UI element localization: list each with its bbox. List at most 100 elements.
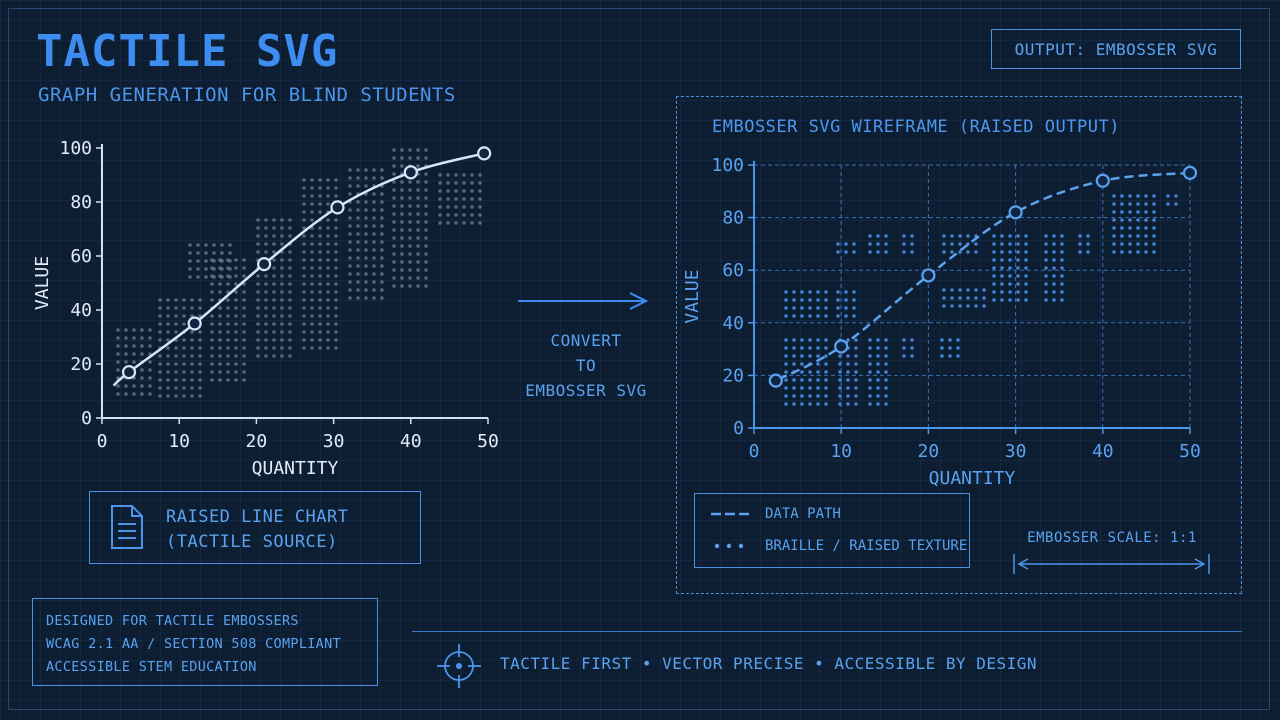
- texture-dot: [876, 338, 880, 342]
- texture-dot: [416, 252, 420, 256]
- texture-dot: [400, 156, 404, 160]
- texture-dot: [910, 338, 914, 342]
- texture-dot: [148, 328, 152, 332]
- texture-dot: [132, 336, 136, 340]
- texture-dot: [264, 226, 268, 230]
- texture-dot: [1052, 234, 1056, 238]
- texture-dot: [424, 180, 428, 184]
- texture-dot: [470, 205, 474, 209]
- texture-dot: [852, 306, 856, 310]
- texture-dot: [264, 274, 268, 278]
- texture-dot: [854, 338, 858, 342]
- data-point: [330, 200, 345, 215]
- texture-dot: [462, 213, 466, 217]
- texture-dot: [1000, 242, 1004, 246]
- texture-dot: [174, 370, 178, 374]
- texture-dot: [256, 290, 260, 294]
- texture-dot: [182, 298, 186, 302]
- texture-dot: [974, 288, 978, 292]
- texture-dot: [956, 338, 960, 342]
- texture-dot: [902, 346, 906, 350]
- texture-dot: [792, 314, 796, 318]
- texture-dot: [478, 221, 482, 225]
- texture-dot: [942, 234, 946, 238]
- texture-dot: [846, 362, 850, 366]
- texture-dot: [364, 168, 368, 172]
- texture-dot: [140, 336, 144, 340]
- texture-dot: [966, 304, 970, 308]
- texture-dot: [158, 354, 162, 358]
- texture-dot: [280, 354, 284, 358]
- x-tick-label: 50: [1179, 441, 1201, 462]
- texture-dot: [264, 298, 268, 302]
- texture-dot: [356, 176, 360, 180]
- texture-dot: [416, 260, 420, 264]
- texture-dot: [166, 386, 170, 390]
- texture-dot: [204, 243, 208, 247]
- texture-dot: [1000, 234, 1004, 238]
- data-point: [121, 365, 137, 380]
- texture-dot: [372, 256, 376, 260]
- texture-dot: [220, 259, 224, 263]
- footer-tagline: TACTILE FIRST • VECTOR PRECISE • ACCESSI…: [500, 654, 1038, 673]
- texture-dot: [132, 352, 136, 356]
- texture-dot: [310, 290, 314, 294]
- texture-dot: [974, 296, 978, 300]
- texture-dot: [876, 250, 880, 254]
- texture-dot: [158, 314, 162, 318]
- texture-dot: [302, 258, 306, 262]
- texture-dot: [310, 314, 314, 318]
- y-tick-label: 40: [722, 313, 744, 334]
- texture-dot: [210, 282, 214, 286]
- texture-dot: [1112, 218, 1116, 222]
- y-tick-label: 0: [81, 408, 92, 429]
- texture-dot: [1024, 290, 1028, 294]
- texture-dot: [226, 346, 230, 350]
- texture-dot: [816, 346, 820, 350]
- texture-dot: [228, 259, 232, 263]
- texture-dot: [824, 354, 828, 358]
- texture-dot: [992, 290, 996, 294]
- texture-dot: [478, 213, 482, 217]
- texture-dot: [226, 322, 230, 326]
- texture-dot: [1016, 298, 1020, 302]
- texture-dot: [188, 267, 192, 271]
- texture-dot: [256, 274, 260, 278]
- texture-dot: [424, 188, 428, 192]
- texture-dot: [800, 370, 804, 374]
- texture-dot: [310, 298, 314, 302]
- texture-dot: [902, 250, 906, 254]
- texture-dot: [958, 288, 962, 292]
- texture-dot: [824, 402, 828, 406]
- texture-dot: [868, 242, 872, 246]
- texture-dot: [182, 378, 186, 382]
- texture-dot: [1086, 250, 1090, 254]
- texture-dot: [1086, 234, 1090, 238]
- texture-dot: [288, 250, 292, 254]
- texture-dot: [356, 280, 360, 284]
- texture-dot: [310, 258, 314, 262]
- texture-dot: [876, 378, 880, 382]
- texture-dot: [364, 264, 368, 268]
- texture-dot: [1144, 242, 1148, 246]
- texture-dot: [1008, 242, 1012, 246]
- texture-dot: [198, 346, 202, 350]
- texture-dot: [846, 354, 850, 358]
- texture-dot: [1152, 234, 1156, 238]
- texture-dot: [816, 290, 820, 294]
- texture-dot: [478, 173, 482, 177]
- texture-dot: [318, 202, 322, 206]
- texture-dot: [198, 354, 202, 358]
- texture-dot: [166, 346, 170, 350]
- texture-dot: [836, 298, 840, 302]
- texture-dot: [326, 330, 330, 334]
- texture-dot: [334, 250, 338, 254]
- texture-dot: [218, 354, 222, 358]
- texture-dot: [190, 306, 194, 310]
- texture-dot: [844, 290, 848, 294]
- texture-dot: [326, 218, 330, 222]
- texture-dot: [1044, 290, 1048, 294]
- texture-dot: [272, 274, 276, 278]
- texture-dot: [226, 354, 230, 358]
- texture-dot: [792, 306, 796, 310]
